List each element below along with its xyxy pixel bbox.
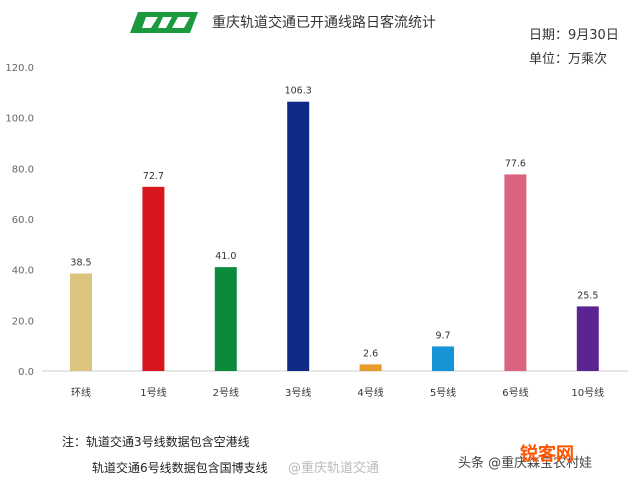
y-axis: 0.0 20.0 40.0 60.0 80.0 100.0 120.0 [5,63,34,378]
y-tick-label: 120.0 [5,63,34,74]
y-tick-label: 0.0 [18,367,34,378]
metro-logo [130,12,198,33]
category-label: 10号线 [571,386,604,399]
y-tick-label: 100.0 [5,114,34,125]
bar [142,186,165,371]
site-watermark: 锐客网 [520,443,574,465]
bars [70,101,599,371]
y-tick-label: 80.0 [12,164,34,175]
bar-value-label: 2.6 [363,348,378,359]
date-label: 日期：9月30日 [529,28,619,43]
y-tick-label: 20.0 [12,316,34,327]
chart-title: 重庆轨道交通已开通线路日客流统计 [212,14,436,31]
category-label: 5号线 [430,386,456,399]
bar [287,101,310,371]
category-labels: 环线 1号线 2号线 3号线 4号线 5号线 6号线 10号线 [71,386,604,399]
bar [70,273,92,371]
bar-value-label: 25.5 [577,290,598,301]
bar-value-label: 41.0 [215,251,236,262]
note-line-2: 轨道交通6号线数据包含国博支线 [92,460,268,475]
bar-value-label: 38.5 [70,257,91,268]
bar-value-label: 72.7 [143,171,164,182]
bar [432,346,454,371]
value-labels: 38.5 72.7 41.0 106.3 2.6 9.7 77.6 25.5 [70,86,598,360]
bar [576,306,599,371]
y-tick-label: 40.0 [12,266,34,277]
unit-label: 单位：万乘次 [529,51,607,67]
category-label: 3号线 [285,386,311,399]
category-label: 6号线 [502,386,528,399]
bar [504,174,527,371]
y-tick-label: 60.0 [12,215,34,226]
toutiao-watermark: 头条 @重庆森宝农村娃 [458,455,592,471]
bar-value-label: 77.6 [505,158,526,169]
category-label: 环线 [71,386,91,399]
bar-value-label: 9.7 [435,330,450,341]
bar [359,364,382,371]
category-label: 4号线 [357,386,383,399]
bar [214,267,237,371]
category-label: 2号线 [213,386,239,399]
logo-mark [142,17,190,28]
category-label: 1号线 [140,386,166,399]
note-line-1: 注：轨道交通3号线数据包含空港线 [62,434,250,449]
bar-value-label: 106.3 [285,86,312,97]
weibo-watermark: @重庆轨道交通 [288,460,379,476]
